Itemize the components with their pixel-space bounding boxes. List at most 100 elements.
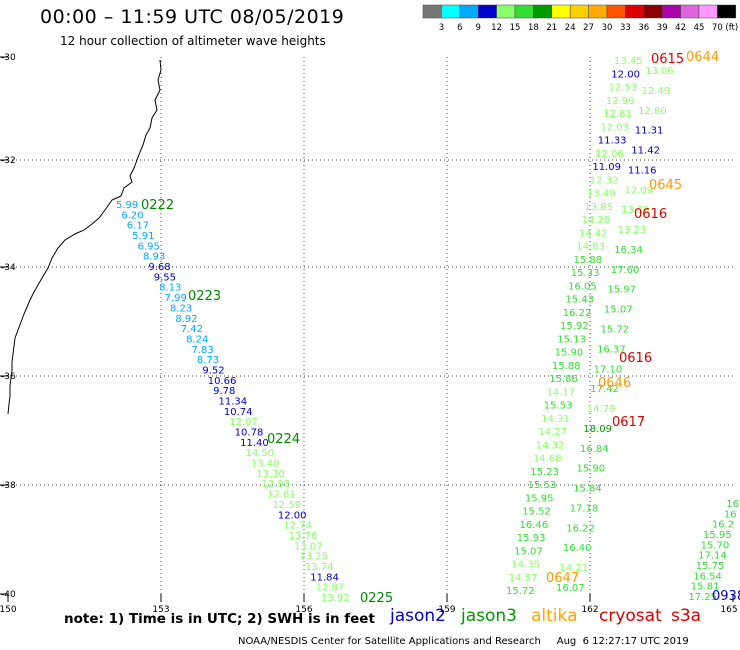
wave-height-value: 5.99 (116, 200, 138, 211)
lon-tick-label: 165 (720, 605, 737, 615)
wave-height-value: 15.90 (577, 464, 606, 475)
wave-height-value: 7.99 (165, 293, 187, 304)
credit-text: NOAA/NESDIS Center for Satellite Applica… (238, 636, 689, 647)
track-time-label: 0647 (546, 571, 579, 586)
lon-tick-label: 159 (438, 605, 455, 615)
wave-height-value: 16.07 (556, 583, 585, 594)
wave-height-value: 16.37 (597, 344, 626, 355)
legend-cryosat: cryosat (599, 606, 662, 626)
wave-height-value: 15.53 (528, 480, 557, 491)
wave-height-value: 14.28 (582, 215, 611, 226)
wave-height-value: 12.74 (283, 521, 312, 532)
wave-height-value: 15.70 (701, 540, 730, 551)
wave-height-value: 16 (726, 499, 739, 510)
wave-height-value: 9.55 (154, 272, 176, 283)
colorbar-tick: 15 (510, 23, 521, 33)
wave-height-value: 13.49 (587, 189, 616, 200)
wave-height-value: 11.33 (598, 136, 627, 147)
wave-height-value: 15.88 (552, 361, 581, 372)
wave-height-value: 14.35 (511, 560, 540, 571)
wave-height-value: 7.42 (181, 324, 203, 335)
wave-height-value: 13.92 (321, 593, 350, 604)
wave-height-value: 13.74 (305, 562, 334, 573)
colorbar-tick: 36 (638, 23, 649, 33)
wave-height-value: 15.81 (691, 582, 720, 593)
wave-height-value: 15.13 (557, 334, 586, 345)
wave-height-value: 11.42 (631, 146, 660, 157)
wave-height-value: 17.25 (688, 592, 717, 603)
wave-height-value: 6.17 (127, 221, 149, 232)
colorbar-tick: 21 (546, 23, 557, 33)
wave-height-value: 8.24 (186, 334, 208, 345)
wave-height-value: 9.68 (148, 262, 170, 273)
wave-height-value: 13.39 (621, 205, 650, 216)
legend-jason3: jason3 (461, 606, 517, 626)
wave-height-value: 8.73 (197, 355, 219, 366)
lat-tick-label: -38 (1, 481, 16, 491)
lat-tick-label: -40 (1, 590, 16, 600)
colorbar-tick: 45 (694, 23, 705, 33)
wave-height-value: 11.31 (635, 126, 664, 137)
wave-height-value: 14.21 (559, 563, 588, 574)
wave-height-colorbar: 3 6 9 12 15 18 21 24 27 30 33 36 39 42 45 70 (ft) (422, 4, 738, 33)
legend-altika: altika (531, 606, 578, 626)
track-time-label: 0224 (267, 432, 300, 447)
wave-height-value: 13.40 (251, 459, 280, 470)
lat-tick-label: -36 (1, 372, 16, 382)
wave-height-value: 16.05 (568, 281, 597, 292)
track-time-label: 0615 (651, 52, 684, 67)
wave-height-value: 12.00 (611, 69, 640, 80)
colorbar-tick: 6 (457, 23, 462, 33)
colorbar-tick: 39 (657, 23, 668, 33)
wave-height-value: 17.18 (570, 503, 599, 514)
wave-height-value: 12.59 (272, 500, 301, 511)
wave-height-value: 15.95 (703, 530, 732, 541)
wave-height-value: 12.32 (590, 175, 619, 186)
lon-tick-label: 162 (581, 605, 598, 615)
wave-height-value: 12.99 (606, 96, 635, 107)
track-time-label: 0644 (686, 50, 719, 65)
wave-height-value: 17.10 (594, 364, 623, 375)
wave-height-value: 11.09 (592, 162, 621, 173)
wave-height-value: 16.54 (693, 571, 722, 582)
wave-height-value: 12.81 (603, 109, 632, 120)
lat-tick-label: -34 (1, 263, 16, 273)
wave-height-value: 15.75 (696, 561, 725, 572)
colorbar-tick: 9 (475, 23, 480, 33)
wave-height-value: 7.83 (192, 345, 214, 356)
track-time-label: 0223 (188, 289, 221, 304)
colorbar-unit: (ft) (725, 23, 738, 33)
wave-height-value: 10.78 (235, 428, 264, 439)
wave-height-value: 12.09 (624, 185, 653, 196)
wave-height-value: 13.45 (614, 56, 643, 67)
wave-height-value: 12.07 (229, 417, 258, 428)
wave-height-value: 11.16 (628, 165, 657, 176)
map-subtitle: 12 hour collection of altimeter wave hei… (60, 34, 326, 48)
legend-s3a: s3a (671, 606, 702, 626)
map-title: 00:00 – 11:59 UTC 08/05/2019 (40, 6, 345, 28)
wave-height-value: 5.91 (132, 231, 154, 242)
wave-height-value: 16 (724, 509, 737, 520)
wave-height-value: 15.92 (560, 321, 589, 332)
colorbar-tick: 24 (565, 23, 576, 33)
wave-height-value: 6.20 (121, 210, 143, 221)
track-time-label: 0645 (649, 178, 682, 193)
colorbar-swatch (717, 4, 737, 19)
wave-height-value: 12.49 (642, 86, 671, 97)
wave-height-value: 12.53 (609, 83, 638, 94)
wave-height-value: 14.31 (541, 414, 570, 425)
wave-height-value: 13.25 (299, 552, 328, 563)
track-time-label: 0222 (141, 198, 174, 213)
wave-height-value: 11.84 (310, 572, 339, 583)
wave-height-value: 12.80 (638, 106, 667, 117)
lon-tick-label: 150 (0, 605, 17, 615)
wave-height-value: 11.40 (240, 438, 269, 449)
wave-height-value: 15.33 (571, 268, 600, 279)
wave-height-value: 15.52 (522, 507, 551, 518)
wave-height-value: 14.32 (536, 440, 565, 451)
wave-height-value: 13.76 (289, 531, 318, 542)
wave-height-value: 15.72 (601, 325, 630, 336)
wave-height-value: 9.78 (213, 386, 235, 397)
wave-height-value: 16.22 (566, 523, 595, 534)
colorbar-tick: 33 (620, 23, 631, 33)
